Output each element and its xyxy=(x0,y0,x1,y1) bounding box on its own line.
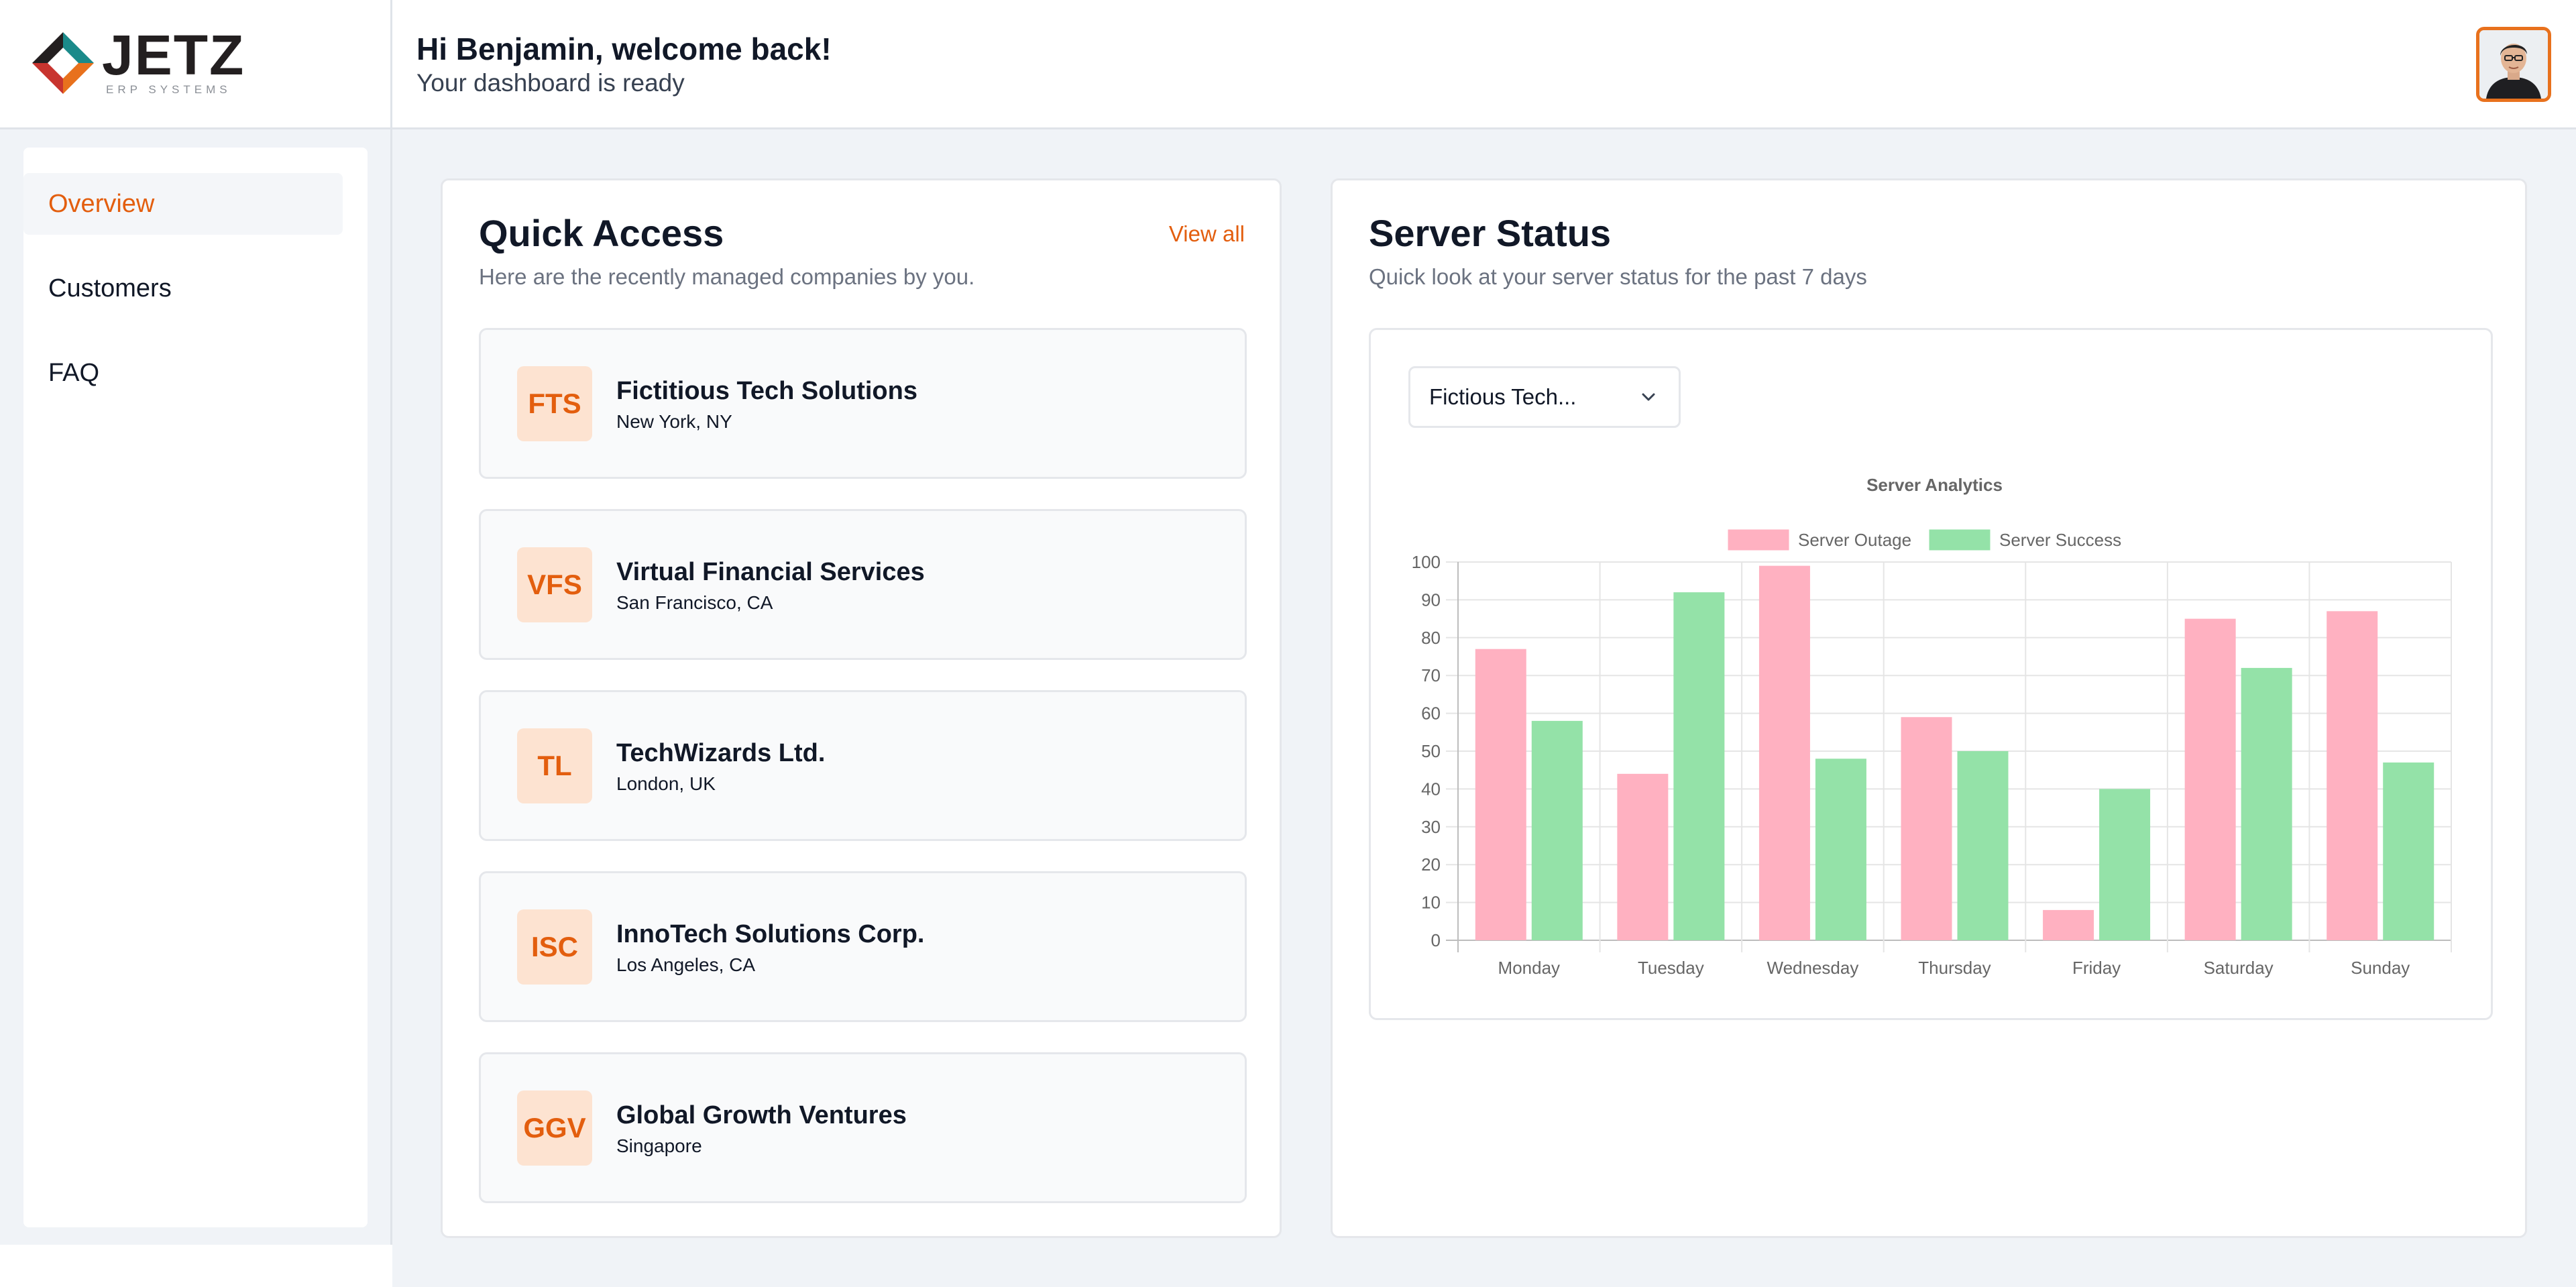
y-tick-label: 100 xyxy=(1412,552,1441,572)
y-tick-label: 40 xyxy=(1421,779,1441,799)
company-location: London, UK xyxy=(616,773,716,794)
y-tick-label: 70 xyxy=(1421,665,1441,685)
chevron-down-icon xyxy=(1642,393,1655,401)
company-name: Virtual Financial Services xyxy=(616,558,925,586)
company-name: Fictitious Tech Solutions xyxy=(616,377,917,405)
company-select[interactable]: Fictious Tech... xyxy=(1408,366,1681,428)
legend-swatch xyxy=(1929,529,1991,551)
bar xyxy=(2383,762,2434,940)
company-card[interactable]: GGV Global Growth Ventures Singapore xyxy=(479,1052,1247,1203)
bar xyxy=(1901,717,1952,940)
sidebar-item-faq[interactable]: FAQ xyxy=(48,359,100,387)
company-name: InnoTech Solutions Corp. xyxy=(616,920,925,948)
server-status-subtitle: Quick look at your server status for the… xyxy=(1369,264,1867,289)
user-avatar-icon xyxy=(2479,30,2548,99)
bar xyxy=(1758,565,1810,940)
bar xyxy=(2043,909,2094,940)
x-tick-label: Wednesday xyxy=(1767,958,1859,978)
y-tick-label: 0 xyxy=(1431,930,1441,950)
company-location: Los Angeles, CA xyxy=(616,954,756,975)
company-card[interactable]: ISC InnoTech Solutions Corp. Los Angeles… xyxy=(479,871,1247,1022)
bar xyxy=(2184,618,2236,940)
company-initials-badge: FTS xyxy=(517,366,592,441)
view-all-link[interactable]: View all xyxy=(1168,221,1245,246)
x-tick-label: Saturday xyxy=(2204,958,2274,978)
bar xyxy=(2241,667,2292,940)
legend-label: Server Success xyxy=(1999,530,2121,550)
y-tick-label: 60 xyxy=(1421,704,1441,724)
company-name: TechWizards Ltd. xyxy=(616,739,826,767)
bar xyxy=(2327,611,2378,940)
top-header: JETZ ERP SYSTEMS Hi Benjamin, welcome ba… xyxy=(0,0,2576,129)
greeting-title: Hi Benjamin, welcome back! xyxy=(416,32,832,66)
company-select-value: Fictious Tech... xyxy=(1429,384,1577,409)
company-initials-badge: TL xyxy=(517,728,592,803)
chart-panel: Fictious Tech... Server Analytics Server … xyxy=(1369,328,2493,1020)
legend-swatch xyxy=(1728,529,1789,551)
sidebar-item-customers[interactable]: Customers xyxy=(48,274,172,302)
y-tick-label: 10 xyxy=(1421,893,1441,913)
server-status-card: Server Status Quick look at your server … xyxy=(1331,178,2527,1238)
logo-wordmark: JETZ xyxy=(102,23,245,87)
company-initials-badge: ISC xyxy=(517,909,592,985)
company-card[interactable]: TL TechWizards Ltd. London, UK xyxy=(479,690,1247,841)
legend-label: Server Outage xyxy=(1798,530,1911,550)
quick-access-card: Quick Access Here are the recently manag… xyxy=(441,178,1282,1238)
bar xyxy=(1673,592,1725,940)
company-card[interactable]: VFS Virtual Financial Services San Franc… xyxy=(479,509,1247,660)
greeting-subtitle: Your dashboard is ready xyxy=(416,69,685,97)
bar xyxy=(1957,751,2009,940)
server-analytics-chart: Server Analytics Server Outage Server Succ… xyxy=(1412,475,2452,978)
company-location: San Francisco, CA xyxy=(616,592,773,613)
company-card[interactable]: FTS Fictitious Tech Solutions New York, … xyxy=(479,328,1247,479)
sidebar-nav: Overview Customers FAQ xyxy=(23,148,368,1227)
logo[interactable]: JETZ ERP SYSTEMS xyxy=(0,0,392,129)
company-initials-badge: VFS xyxy=(517,547,592,622)
y-tick-label: 80 xyxy=(1421,628,1441,648)
y-tick-label: 20 xyxy=(1421,854,1441,875)
company-name: Global Growth Ventures xyxy=(616,1101,907,1129)
y-tick-label: 30 xyxy=(1421,817,1441,837)
bar xyxy=(1531,720,1583,940)
user-avatar[interactable] xyxy=(2476,27,2551,102)
server-status-title: Server Status xyxy=(1369,212,1612,254)
bar xyxy=(1475,649,1526,940)
y-tick-label: 90 xyxy=(1421,590,1441,610)
chart-title: Server Analytics xyxy=(1866,475,2003,495)
jetz-logo-icon xyxy=(32,32,94,94)
bar xyxy=(1815,759,1866,940)
bar xyxy=(2099,789,2151,940)
bar xyxy=(1617,773,1669,940)
x-tick-label: Tuesday xyxy=(1638,958,1704,978)
x-tick-label: Monday xyxy=(1498,958,1561,978)
sidebar-footer xyxy=(0,1245,392,1287)
company-location: Singapore xyxy=(616,1135,702,1156)
y-tick-label: 50 xyxy=(1421,741,1441,761)
sidebar-item-overview[interactable]: Overview xyxy=(23,173,343,235)
company-location: New York, NY xyxy=(616,411,732,432)
x-tick-label: Friday xyxy=(2072,958,2121,978)
x-tick-label: Thursday xyxy=(1918,958,1991,978)
x-tick-label: Sunday xyxy=(2351,958,2410,978)
quick-access-subtitle: Here are the recently managed companies … xyxy=(479,264,975,289)
logo-tagline: ERP SYSTEMS xyxy=(106,83,231,96)
quick-access-title: Quick Access xyxy=(479,212,724,254)
company-initials-badge: GGV xyxy=(517,1090,592,1166)
